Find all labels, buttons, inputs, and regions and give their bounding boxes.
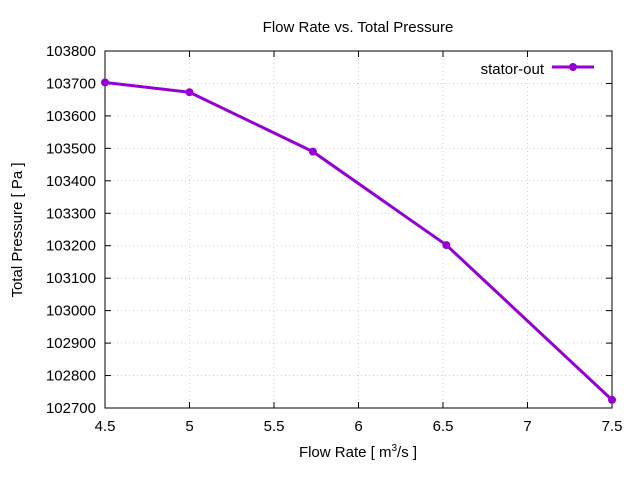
y-axis-label: Total Pressure [ Pa ] bbox=[9, 162, 26, 297]
plot-border bbox=[104, 50, 613, 409]
x-tick-label: 7.5 bbox=[602, 418, 623, 435]
series-layer bbox=[101, 78, 616, 404]
x-axis-label-prefix: Flow Rate [ m bbox=[299, 444, 392, 461]
x-axis-label-superscript: 3 bbox=[391, 443, 397, 454]
y-tick-label: 103400 bbox=[46, 173, 96, 190]
y-tick-label: 102700 bbox=[46, 400, 96, 417]
y-tick-label: 103500 bbox=[46, 140, 96, 157]
series-line bbox=[104, 80, 614, 401]
y-tick-label: 103200 bbox=[46, 238, 96, 255]
x-tick-label: 6.5 bbox=[433, 418, 454, 435]
x-tick-label: 4.5 bbox=[95, 418, 116, 435]
legend: stator-out bbox=[481, 61, 594, 78]
data-point bbox=[185, 88, 194, 97]
x-tick-label: 7 bbox=[523, 418, 531, 435]
x-axis-label: Flow Rate [ m3/s ] bbox=[299, 443, 417, 461]
axis-ticks: 4.5 5 5.5 6 6.5 7 7.5 102700 102800 102900 103000 1… bbox=[46, 43, 622, 435]
y-tick-label: 103800 bbox=[46, 43, 96, 60]
data-point bbox=[608, 395, 616, 404]
grid bbox=[105, 51, 612, 408]
x-axis-label-suffix: /s ] bbox=[397, 444, 417, 461]
y-tick-label: 103700 bbox=[46, 75, 96, 92]
chart-title: Flow Rate vs. Total Pressure bbox=[263, 19, 454, 36]
x-tick-label: 6 bbox=[354, 418, 362, 435]
data-point bbox=[308, 147, 317, 156]
y-tick-label: 102800 bbox=[46, 368, 96, 385]
legend-marker bbox=[569, 63, 577, 71]
y-tick-label: 103100 bbox=[46, 270, 96, 287]
y-tick-label: 103600 bbox=[46, 108, 96, 125]
y-tick-label: 103300 bbox=[46, 205, 96, 222]
y-tick-label: 102900 bbox=[46, 335, 96, 352]
data-point bbox=[101, 78, 109, 87]
x-tick-label: 5.5 bbox=[264, 418, 285, 435]
x-tick-label: 5 bbox=[185, 418, 193, 435]
legend-label: stator-out bbox=[481, 61, 545, 78]
y-tick-label: 103000 bbox=[46, 303, 96, 320]
data-point bbox=[442, 241, 451, 250]
